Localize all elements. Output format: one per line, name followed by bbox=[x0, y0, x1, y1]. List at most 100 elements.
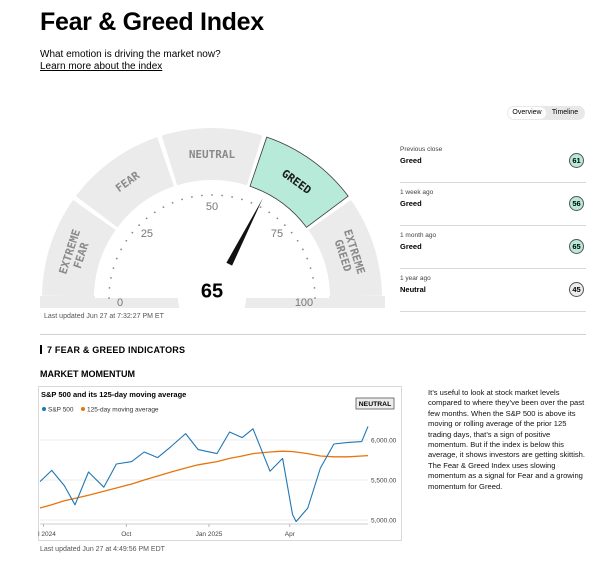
gauge-hub bbox=[178, 264, 246, 310]
gauge-tick-dot bbox=[221, 194, 223, 197]
gauge-tick-dot bbox=[283, 224, 286, 227]
gauge-tick-dot bbox=[231, 196, 233, 198]
gauge-tick-dot bbox=[290, 231, 293, 234]
indicator-badge-box bbox=[355, 397, 395, 410]
section-title-text: 7 FEAR & GREED INDICATORS bbox=[47, 345, 186, 355]
x-tick-label: Apr bbox=[285, 531, 296, 538]
page-title: Fear & Greed Index bbox=[40, 8, 264, 36]
y-tick-label: 6,000.00 bbox=[371, 438, 397, 445]
gauge-tick-dot bbox=[191, 196, 193, 198]
history-label: 1 month ago bbox=[400, 232, 437, 239]
gauge-last-updated: Last updated Jun 27 at 7:32:27 PM ET bbox=[44, 313, 164, 320]
gauge-tick-dot bbox=[301, 248, 304, 251]
gauge-tick-dot bbox=[145, 217, 148, 220]
gauge-tick-dot bbox=[309, 267, 312, 270]
gauge-tick-dot bbox=[171, 201, 174, 204]
gauge-tick-dot bbox=[201, 194, 203, 197]
gauge-segment-fear bbox=[75, 137, 174, 228]
indicator-badge: NEUTRAL bbox=[359, 401, 391, 408]
gauge-tick-dot bbox=[250, 201, 253, 204]
series-line-moving-average bbox=[39, 450, 369, 509]
history-value: Greed bbox=[400, 242, 422, 251]
gauge-tick-dot bbox=[313, 287, 316, 289]
gauge-tick-dot bbox=[312, 277, 314, 279]
history-label: 1 year ago bbox=[400, 275, 431, 282]
history-score-badge: 56 bbox=[569, 196, 584, 211]
x-tick-label: Jul 2024 bbox=[38, 531, 56, 538]
gauge-tick-dot bbox=[181, 198, 184, 201]
history-value: Neutral bbox=[400, 285, 426, 294]
gauge-tick-dot bbox=[110, 277, 112, 279]
gauge-tick-dot bbox=[112, 267, 115, 270]
history-label: 1 week ago bbox=[400, 189, 434, 196]
learn-more-link[interactable]: Learn more about the index bbox=[40, 61, 163, 72]
history-previous-close: Previous close Greed 61 bbox=[400, 140, 586, 183]
gauge-segment-greed bbox=[249, 136, 349, 228]
history-1-month: 1 month ago Greed 65 bbox=[400, 226, 586, 269]
chart-title: S&P 500 and its 125-day moving average bbox=[41, 390, 186, 399]
y-tick-label: 5,000.00 bbox=[371, 518, 397, 525]
gauge-tick-label: 25 bbox=[141, 228, 153, 240]
history-1-year: 1 year ago Neutral 45 bbox=[400, 269, 586, 312]
history-1-week: 1 week ago Greed 56 bbox=[400, 183, 586, 226]
gauge-tick-dot bbox=[259, 206, 262, 209]
y-tick-label: 5,500.00 bbox=[371, 478, 397, 485]
gauge-segment-extreme-fear bbox=[42, 200, 116, 297]
gauge-tick-label: 0 bbox=[117, 297, 123, 309]
history-score-badge: 61 bbox=[569, 153, 584, 168]
history-score-badge: 65 bbox=[569, 239, 584, 254]
history-label: Previous close bbox=[400, 146, 443, 153]
x-tick-label: Jan 2025 bbox=[196, 531, 223, 538]
legend-swatch bbox=[42, 407, 46, 411]
legend-swatch bbox=[81, 407, 85, 411]
history-score-badge: 45 bbox=[569, 282, 584, 297]
gauge-tick-dot bbox=[211, 194, 213, 196]
gauge-tick-dot bbox=[120, 248, 123, 251]
toggle-timeline[interactable]: Timeline bbox=[551, 109, 579, 116]
gauge-tick-label: 100 bbox=[295, 297, 313, 309]
x-tick-label: Oct bbox=[121, 531, 131, 538]
history-value: Greed bbox=[400, 156, 422, 165]
gauge-segment-neutral bbox=[161, 128, 263, 186]
section-divider bbox=[40, 334, 586, 335]
gauge-tick-dot bbox=[306, 257, 309, 260]
gauge-tick-dot bbox=[153, 211, 156, 214]
view-toggle[interactable]: Overview Timeline bbox=[507, 106, 585, 120]
gauge-tick-dot bbox=[162, 206, 165, 209]
legend-label: 125-day moving average bbox=[87, 407, 159, 414]
gauge-tick-dot bbox=[314, 297, 316, 299]
gauge-segment-label: NEUTRAL bbox=[189, 148, 236, 161]
gauge-needle bbox=[226, 198, 263, 266]
history-list: Previous close Greed 61 1 week ago Greed… bbox=[400, 140, 586, 312]
indicator-description: It’s useful to look at stock market leve… bbox=[428, 388, 586, 491]
gauge-tick-dot bbox=[108, 297, 110, 299]
page-subtitle: What emotion is driving the market now? bbox=[40, 49, 221, 60]
gauge-tick-dot bbox=[108, 287, 111, 289]
momentum-chart: S&P 500 and its 125-day moving average S&… bbox=[38, 386, 402, 541]
gauge-tick-dot bbox=[131, 231, 134, 234]
gauge-value: 65 bbox=[200, 280, 224, 303]
gauge-tick-dot bbox=[115, 257, 118, 260]
chart-last-updated: Last updated Jun 27 at 4:49:56 PM EDT bbox=[40, 546, 165, 553]
gauge-tick-label: 75 bbox=[271, 228, 283, 240]
chart-card-border bbox=[38, 386, 402, 541]
gauge-tick-dot bbox=[268, 211, 271, 214]
legend-label: S&P 500 bbox=[48, 407, 74, 414]
gauge-tick-label: 50 bbox=[206, 201, 218, 213]
gauge-tick-dot bbox=[138, 224, 141, 227]
toggle-overview[interactable]: Overview bbox=[508, 107, 546, 119]
gauge-tick-dot bbox=[276, 217, 279, 220]
momentum-chart-svg: S&P 500 and its 125-day moving average S&… bbox=[38, 386, 402, 541]
gauge-svg: EXTREMEFEARFEARNEUTRALGREEDEXTREMEGREED0… bbox=[40, 128, 385, 310]
gauge-inner bbox=[95, 181, 329, 298]
series-line-sp500 bbox=[39, 426, 369, 523]
gauge-segment-extreme-greed bbox=[308, 200, 382, 297]
fear-greed-gauge: EXTREMEFEAR FEAR NEUTRAL GREED EXTREMEGREED 0… bbox=[40, 120, 385, 310]
gauge-tick-dot bbox=[125, 239, 128, 242]
gauge-tick-dot bbox=[240, 198, 243, 201]
history-value: Greed bbox=[400, 199, 422, 208]
section-title: 7 FEAR & GREED INDICATORS bbox=[40, 345, 185, 355]
section-marker bbox=[40, 345, 42, 354]
gauge-tick-dot bbox=[296, 239, 299, 242]
indicator-title: MARKET MOMENTUM bbox=[40, 369, 135, 379]
